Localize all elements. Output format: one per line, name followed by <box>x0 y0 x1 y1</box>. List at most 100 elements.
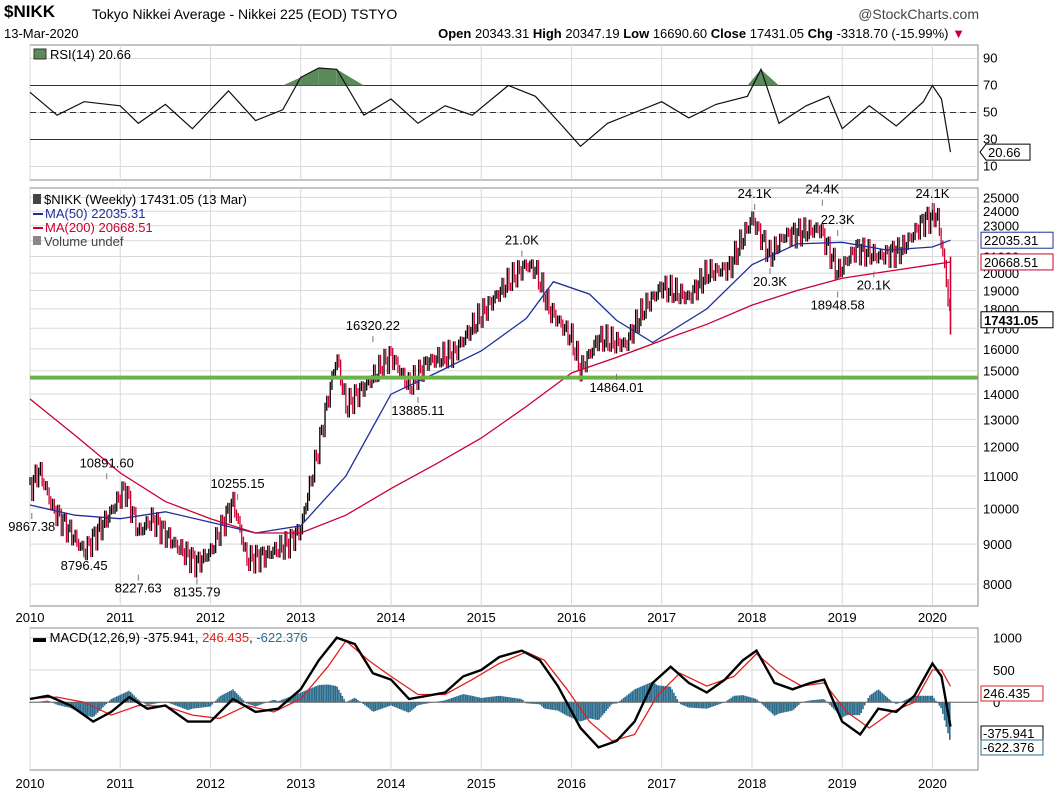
ma50-line <box>29 239 951 534</box>
macd-x-tick: 2020 <box>918 776 947 791</box>
price-panel: 2010 2011 2012 2013 2014 2015 2016 2017 2018 2019… <box>8 182 1054 625</box>
volume-legend: Volume undef <box>44 234 124 249</box>
macd-x-tick: 2012 <box>196 776 225 791</box>
price-annotation: 24.1K <box>738 186 772 201</box>
price-y-tick: 25000 <box>983 190 1019 205</box>
high-value: 20347.19 <box>565 26 620 41</box>
rsi-tick-label: 10 <box>983 159 997 174</box>
rsi-tick-label: 30 <box>983 132 997 147</box>
stockcharts-brand: @StockCharts.com <box>858 6 979 22</box>
price-annotation: 14864.01 <box>589 380 643 395</box>
macd-panel: 2010 2011 2012 2013 2014 2015 2016 2017 2018 2019… <box>16 627 1044 791</box>
price-x-tick: 2012 <box>196 610 225 625</box>
ma50-last-label-box <box>980 231 1054 249</box>
price-y-tick: 10000 <box>983 501 1019 516</box>
price-annotation: 13885.11 <box>391 403 444 418</box>
low-label: Low <box>623 26 650 41</box>
rsi-panel: 10 30 50 70 90 RSI(14) 20.66 20.66 <box>29 44 1031 181</box>
price-x-tick: 2020 <box>918 610 947 625</box>
price-annotation: 16320.22 <box>346 318 400 333</box>
macd-x-tick: 2011 <box>106 776 134 791</box>
rsi-line <box>29 67 952 153</box>
macd-x-tick: 2016 <box>557 776 586 791</box>
price-y-tick: 24000 <box>983 204 1019 219</box>
rsi-overbought-fill <box>300 67 319 86</box>
price-x-tick: 2018 <box>737 610 766 625</box>
price-title: $NIKK (Weekly) 17431.05 (13 Mar) <box>44 192 247 207</box>
price-y-tick: 16000 <box>983 342 1019 357</box>
price-x-tick: 2013 <box>286 610 315 625</box>
macd-x-tick: 2018 <box>737 776 766 791</box>
price-y-tick: 8000 <box>983 577 1012 592</box>
rsi-last-tag <box>979 143 1031 161</box>
change-down-arrow-icon: ▼ <box>952 26 965 41</box>
price-annotation: 8227.63 <box>115 581 162 596</box>
price-annotation: 24.4K <box>805 182 839 197</box>
macd-legend-hist: -622.376 <box>256 630 307 645</box>
price-x-tick: 2017 <box>647 610 676 625</box>
macd-signal-last-label-box <box>980 685 1044 702</box>
open-value: 20343.31 <box>474 26 530 41</box>
macd-legend-sep: , <box>249 630 256 645</box>
macd-legend-signal: 246.435 <box>202 630 249 645</box>
macd-x-tick: 2019 <box>828 776 857 791</box>
change-value: -3318.70 (-15.99%) <box>836 26 949 41</box>
price-y-tick: 15000 <box>983 364 1019 379</box>
volume-icon <box>33 236 41 245</box>
macd-last-label: -375.941 <box>983 726 1034 741</box>
rsi-overbought-fill <box>747 69 761 86</box>
macd-line <box>29 636 952 749</box>
macd-legend: ▬ MACD(12,26,9) -375.941, 246.435, -622.… <box>33 630 308 645</box>
price-x-tick: 2019 <box>828 610 857 625</box>
open-label: Open <box>438 26 472 41</box>
macd-x-tick: 2013 <box>286 776 315 791</box>
price-annotation: 8796.45 <box>61 558 108 573</box>
ma200-legend: MA(200) 20668.51 <box>45 220 153 235</box>
rsi-last-label: 20.66 <box>988 145 1021 160</box>
price-y-tick: 11000 <box>983 469 1018 484</box>
macd-x-tick: 2014 <box>377 776 406 791</box>
change-label: Chg <box>807 26 833 41</box>
chart-symbol: $NIKK <box>4 2 56 21</box>
price-x-tick: 2010 <box>16 610 45 625</box>
price-y-tick: 14000 <box>983 387 1019 402</box>
price-annotation: 24.1K <box>915 186 949 201</box>
ma200-line <box>29 261 951 534</box>
macd-x-tick: 2010 <box>16 776 45 791</box>
ma50-legend: MA(50) 22035.31 <box>45 206 145 221</box>
price-annotation: 9867.38 <box>8 519 55 534</box>
macd-tick-label: 500 <box>993 663 1015 678</box>
macd-signal-last-label: 246.435 <box>983 686 1030 701</box>
price-annotation: 22.3K <box>821 212 855 227</box>
macd-x-tick: 2017 <box>647 776 676 791</box>
price-x-tick: 2015 <box>467 610 496 625</box>
ma200-last-label: 20668.51 <box>984 255 1038 270</box>
quote-date: 13-Mar-2020 <box>4 26 79 41</box>
ma200-last-label-box <box>980 253 1054 271</box>
price-last-label-box <box>980 311 1054 329</box>
macd-x-tick: 2015 <box>467 776 496 791</box>
price-y-tick: 9000 <box>983 537 1012 552</box>
macd-signal-line <box>29 639 952 742</box>
price-y-tick: 23000 <box>983 219 1019 234</box>
price-y-tick: 13000 <box>983 412 1019 427</box>
rsi-legend-swatch <box>33 48 47 60</box>
rsi-overbought-fill <box>282 77 301 86</box>
macd-legend-main: ▬ MACD(12,26,9) -375.941, <box>33 630 202 645</box>
low-value: 16690.60 <box>652 26 708 41</box>
price-last-label: 17431.05 <box>984 313 1038 328</box>
quote-summary: Open 20343.31 High 20347.19 Low 16690.60… <box>438 26 965 41</box>
price-annotation: 21.0K <box>505 233 539 248</box>
price-x-tick: 2014 <box>377 610 406 625</box>
price-x-tick: 2011 <box>106 610 134 625</box>
macd-tick-label: 1000 <box>993 631 1022 646</box>
price-y-tick: 19000 <box>983 284 1019 299</box>
price-candle-icon <box>33 194 41 204</box>
price-annotation: 20.1K <box>857 277 891 292</box>
chart-instrument-name: Tokyo Nikkei Average - Nikkei 225 (EOD) … <box>92 6 398 22</box>
price-annotation: 18948.58 <box>811 297 865 312</box>
rsi-tick-label: 90 <box>983 51 997 66</box>
price-annotation: 8135.79 <box>173 584 220 599</box>
rsi-title: RSI(14) 20.66 <box>50 47 131 62</box>
